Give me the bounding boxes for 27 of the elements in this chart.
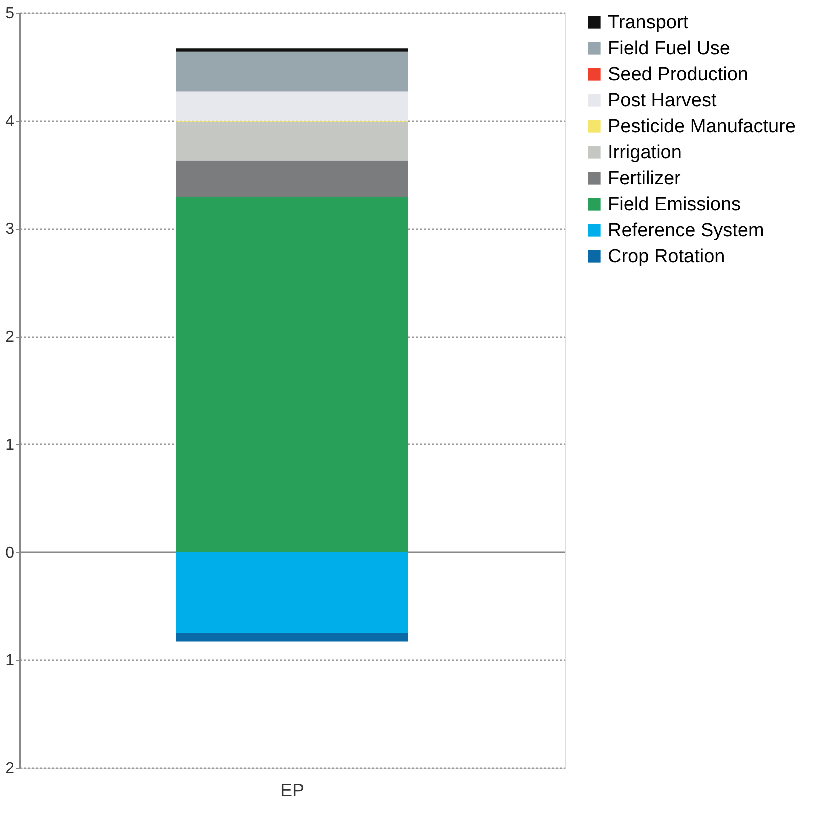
legend-label: Pesticide Manufacture	[608, 116, 796, 138]
bar	[176, 52, 408, 92]
legend-label: Crop Rotation	[608, 246, 726, 268]
bar	[176, 122, 408, 161]
legend-label: Seed Production	[608, 64, 748, 86]
legend-label: Field Fuel Use	[608, 38, 730, 60]
bar	[176, 552, 408, 634]
legend-label: Transport	[608, 12, 690, 34]
y-tick-label: 4	[6, 113, 15, 130]
bar	[176, 633, 408, 642]
legend-label: Field Emissions	[608, 194, 742, 216]
y-tick-label: 5	[6, 6, 15, 22]
y-tick-label: 2	[6, 329, 15, 346]
legend-label: Fertilizer	[608, 168, 682, 190]
bar	[176, 48, 408, 52]
y-tick-label: 1	[6, 436, 15, 454]
y-tick-label: 0	[6, 544, 15, 562]
bar	[176, 197, 408, 552]
legend-label: Post Harvest	[608, 90, 718, 112]
legend-label: Reference System	[608, 220, 764, 242]
legend-label: Irrigation	[608, 142, 682, 164]
bar	[176, 160, 408, 198]
y-tick-label: 3	[6, 221, 15, 238]
x-tick-label: EP	[280, 780, 305, 800]
bar	[176, 92, 408, 121]
y-tick-label: 2	[6, 760, 15, 778]
y-tick-label: 1	[6, 652, 15, 670]
